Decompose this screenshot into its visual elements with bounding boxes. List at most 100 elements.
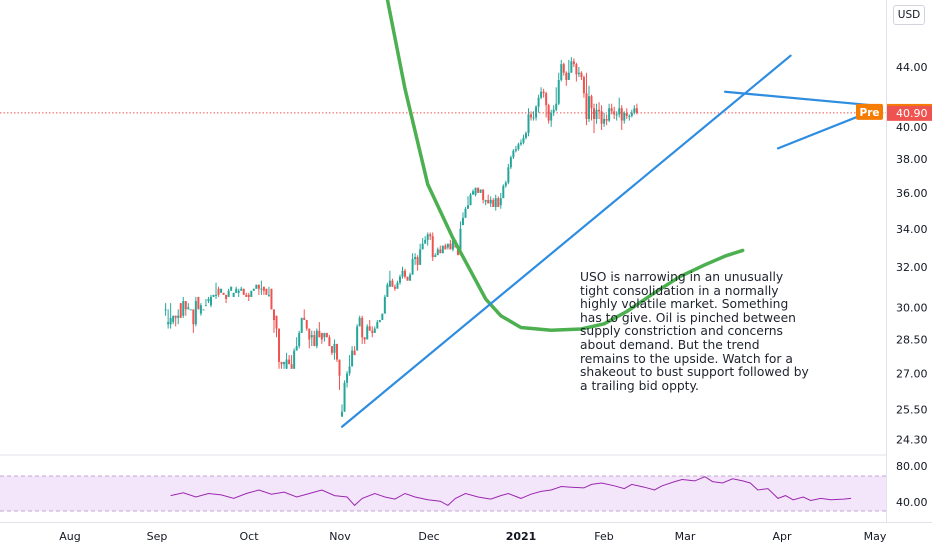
- candle: [207, 296, 210, 304]
- chart-annotation: USO is narrowing in an unusually tight c…: [580, 270, 809, 393]
- candle-body: [330, 346, 333, 353]
- candle-body: [464, 208, 467, 218]
- candle-body: [567, 72, 570, 80]
- candle: [567, 59, 570, 80]
- candle-body: [189, 309, 192, 311]
- candle-body: [593, 108, 596, 120]
- candle-body: [580, 72, 583, 78]
- candle: [164, 303, 167, 316]
- candle: [335, 343, 338, 362]
- candle-body: [280, 361, 283, 365]
- candle: [383, 294, 386, 314]
- candle: [172, 315, 175, 325]
- candle: [174, 315, 177, 327]
- candle-body: [278, 328, 281, 362]
- candle-body: [514, 149, 517, 151]
- candle-body: [217, 288, 220, 295]
- candle-body: [288, 359, 291, 365]
- candle-body: [376, 322, 379, 329]
- candle-body: [378, 319, 381, 323]
- candle-body: [600, 111, 603, 124]
- candle: [610, 103, 613, 115]
- candle: [283, 361, 286, 369]
- currency-selector[interactable]: USD: [893, 5, 925, 25]
- candle: [341, 404, 344, 417]
- candle: [358, 315, 361, 327]
- price-tick-label: 40.00: [896, 121, 928, 134]
- candle-body: [346, 373, 349, 383]
- candle-body: [517, 144, 520, 150]
- candle-body: [557, 79, 560, 104]
- candle-body: [310, 335, 313, 338]
- candle: [487, 194, 490, 204]
- candle: [252, 288, 255, 291]
- time-tick-label: Oct: [239, 530, 259, 543]
- candle: [628, 114, 631, 121]
- candle: [187, 303, 190, 310]
- price-tick-label: 24.30: [896, 434, 928, 447]
- candle-body: [540, 91, 543, 98]
- candle: [315, 328, 318, 349]
- candle: [245, 292, 248, 297]
- candle-body: [305, 319, 308, 329]
- candle: [237, 288, 240, 297]
- candle-body: [409, 274, 412, 281]
- candle-body: [207, 298, 210, 302]
- candle-body: [260, 288, 263, 290]
- candle: [605, 114, 608, 126]
- candle: [429, 232, 432, 240]
- candle: [366, 324, 369, 340]
- pre-market-label: Pre: [860, 107, 880, 119]
- candle: [550, 109, 553, 127]
- candle-body: [613, 111, 616, 115]
- candle-body: [431, 236, 434, 258]
- candle: [177, 309, 180, 325]
- candle-body: [562, 64, 565, 73]
- candle: [305, 319, 308, 331]
- candle-body: [419, 249, 422, 265]
- candle: [580, 71, 583, 80]
- candle: [499, 192, 502, 209]
- price-tick-label: 28.50: [896, 334, 928, 347]
- candle-body: [504, 182, 507, 186]
- candle: [542, 88, 545, 98]
- candle-body: [267, 294, 270, 296]
- candle-body: [333, 343, 336, 353]
- candle-body: [179, 303, 182, 318]
- candle: [320, 332, 323, 344]
- candle-body: [361, 317, 364, 338]
- candle-body: [439, 249, 442, 254]
- candle-body: [519, 142, 522, 145]
- candle-body: [325, 332, 328, 338]
- candle: [421, 238, 424, 250]
- candle: [167, 309, 170, 329]
- candle: [439, 245, 442, 254]
- candle: [537, 94, 540, 113]
- candle: [517, 142, 520, 151]
- candle-body: [467, 205, 470, 209]
- candle: [260, 280, 263, 295]
- candle: [202, 309, 205, 311]
- candle-body: [283, 361, 286, 365]
- candle: [565, 71, 568, 86]
- candle: [267, 286, 270, 297]
- candle-body: [381, 313, 384, 320]
- candle: [290, 355, 293, 369]
- candle-body: [356, 326, 359, 351]
- candle-body: [255, 284, 258, 289]
- last-price-label: 40.90: [896, 107, 928, 120]
- candle-body: [429, 234, 432, 237]
- time-tick-label: Sep: [147, 530, 168, 543]
- candle: [502, 184, 505, 199]
- candle: [577, 67, 580, 78]
- candle-body: [623, 112, 626, 121]
- candle: [348, 355, 351, 376]
- candle-body: [290, 364, 293, 369]
- candle-body: [242, 288, 245, 295]
- candle-body: [363, 337, 366, 340]
- candle-body: [628, 115, 631, 117]
- candle-body: [298, 332, 301, 347]
- candle: [199, 303, 202, 316]
